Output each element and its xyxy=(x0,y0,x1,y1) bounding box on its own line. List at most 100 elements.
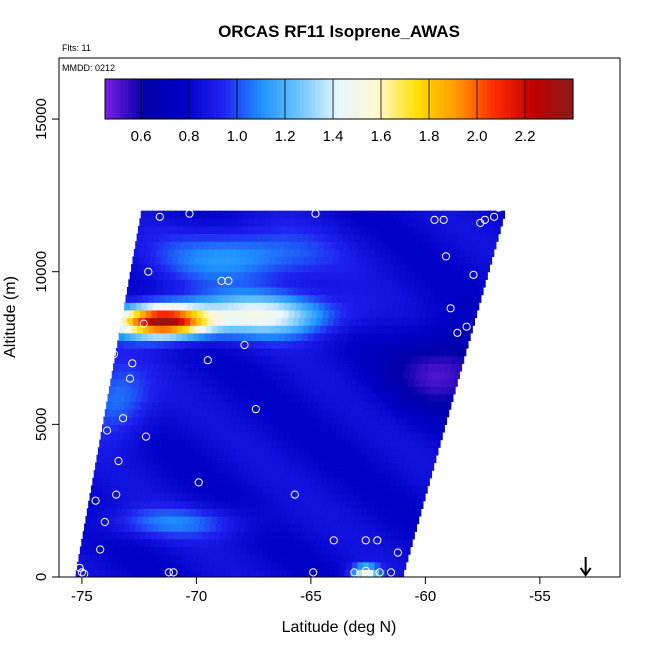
heatmap-cell xyxy=(463,325,470,334)
heatmap-cell xyxy=(219,470,226,479)
heatmap-cell xyxy=(129,493,136,502)
heatmap-cell xyxy=(350,538,357,548)
sample-point xyxy=(386,568,396,577)
heatmap-cell xyxy=(373,348,380,357)
heatmap-cell xyxy=(337,515,344,525)
heatmap-cell xyxy=(209,523,217,532)
heatmap-cell xyxy=(193,233,201,242)
heatmap-cell xyxy=(299,470,307,479)
heatmap-cell xyxy=(249,271,257,280)
colorbar-segment xyxy=(553,79,558,119)
heatmap-cell xyxy=(280,355,287,364)
sample-point xyxy=(100,517,109,527)
heatmap-cell xyxy=(212,225,219,235)
heatmap-cell xyxy=(141,493,148,502)
heatmap-cell xyxy=(192,302,200,311)
heatmap-cell xyxy=(279,264,287,273)
heatmap-cell xyxy=(284,271,291,280)
heatmap-cell xyxy=(101,523,108,532)
heatmap-cell xyxy=(400,485,407,494)
heatmap-cell xyxy=(348,515,356,525)
heatmap-cell xyxy=(163,340,170,349)
heatmap-cell xyxy=(121,409,129,418)
heatmap-cell xyxy=(352,462,360,471)
heatmap-cell xyxy=(192,210,199,219)
heatmap-cell xyxy=(178,256,185,265)
heatmap-cell xyxy=(181,363,189,372)
heatmap-cell xyxy=(416,302,423,311)
heatmap-cell xyxy=(195,225,202,235)
heatmap-cell xyxy=(282,531,290,540)
heatmap-cell xyxy=(287,538,294,548)
heatmap-cell xyxy=(368,470,375,479)
heatmap-cell xyxy=(134,340,141,349)
heatmap-cell xyxy=(399,233,407,242)
heatmap-cell xyxy=(143,386,150,395)
heatmap-cell xyxy=(308,515,315,525)
heatmap-cell xyxy=(141,332,148,341)
heatmap-cell xyxy=(141,302,148,311)
heatmap-cell xyxy=(207,569,214,577)
heatmap-cell xyxy=(423,264,430,273)
heatmap-cell xyxy=(441,317,449,326)
heatmap-cell xyxy=(311,248,318,258)
heatmap-cell xyxy=(362,409,369,418)
heatmap-cell xyxy=(161,477,168,487)
heatmap-cell xyxy=(130,554,137,563)
heatmap-cell xyxy=(457,233,464,242)
heatmap-cell xyxy=(353,523,360,532)
heatmap-cell xyxy=(187,554,194,563)
heatmap-cell xyxy=(269,447,276,456)
heatmap-cell xyxy=(333,409,341,418)
heatmap-cell xyxy=(125,515,132,525)
heatmap-cell xyxy=(160,386,167,395)
heatmap-cell xyxy=(179,378,186,387)
heatmap-cell xyxy=(248,309,256,319)
heatmap-cell xyxy=(157,431,165,441)
heatmap-cell xyxy=(356,569,363,577)
heatmap-cell xyxy=(99,470,106,479)
heatmap-cell xyxy=(321,317,329,326)
heatmap-cell xyxy=(363,370,370,380)
heatmap-cell xyxy=(390,569,397,577)
heatmap-cell xyxy=(108,546,115,555)
heatmap-cell xyxy=(222,294,230,303)
heatmap-cell xyxy=(157,531,164,540)
heatmap-cell xyxy=(163,493,171,502)
heatmap-cell xyxy=(204,554,211,563)
colorbar-segment xyxy=(288,79,293,119)
heatmap-cell xyxy=(297,264,304,273)
heatmap-cell xyxy=(376,424,384,433)
heatmap-cell xyxy=(155,225,162,235)
heatmap-cell xyxy=(387,332,394,341)
heatmap-cell xyxy=(347,241,354,250)
heatmap-cell xyxy=(161,348,168,357)
heatmap-cell xyxy=(230,218,238,227)
heatmap-cell xyxy=(248,279,255,288)
heatmap-cell xyxy=(425,248,433,258)
heatmap-cell xyxy=(312,493,320,502)
heatmap-cell xyxy=(152,302,160,311)
heatmap-cell xyxy=(288,531,296,540)
heatmap-cell xyxy=(386,309,393,319)
heatmap-cell xyxy=(366,416,374,425)
heatmap-cell xyxy=(118,554,125,563)
heatmap-cell xyxy=(233,454,241,464)
heatmap-cell xyxy=(162,531,170,540)
heatmap-cell xyxy=(116,531,124,540)
heatmap-cell xyxy=(123,401,130,410)
heatmap-cell xyxy=(434,294,441,303)
heatmap-cell xyxy=(110,470,118,479)
heatmap-cell xyxy=(327,348,334,357)
heatmap-cell xyxy=(264,348,271,357)
heatmap-cell xyxy=(383,416,391,425)
heatmap-cell xyxy=(142,233,149,242)
heatmap-cell xyxy=(454,218,461,227)
heatmap-cell xyxy=(298,256,305,265)
heatmap-cell xyxy=(251,546,258,555)
heatmap-cell xyxy=(221,493,228,502)
heatmap-cell xyxy=(455,370,460,380)
heatmap-cell xyxy=(452,355,459,364)
heatmap-cell xyxy=(303,355,310,364)
heatmap-cell xyxy=(271,470,278,479)
